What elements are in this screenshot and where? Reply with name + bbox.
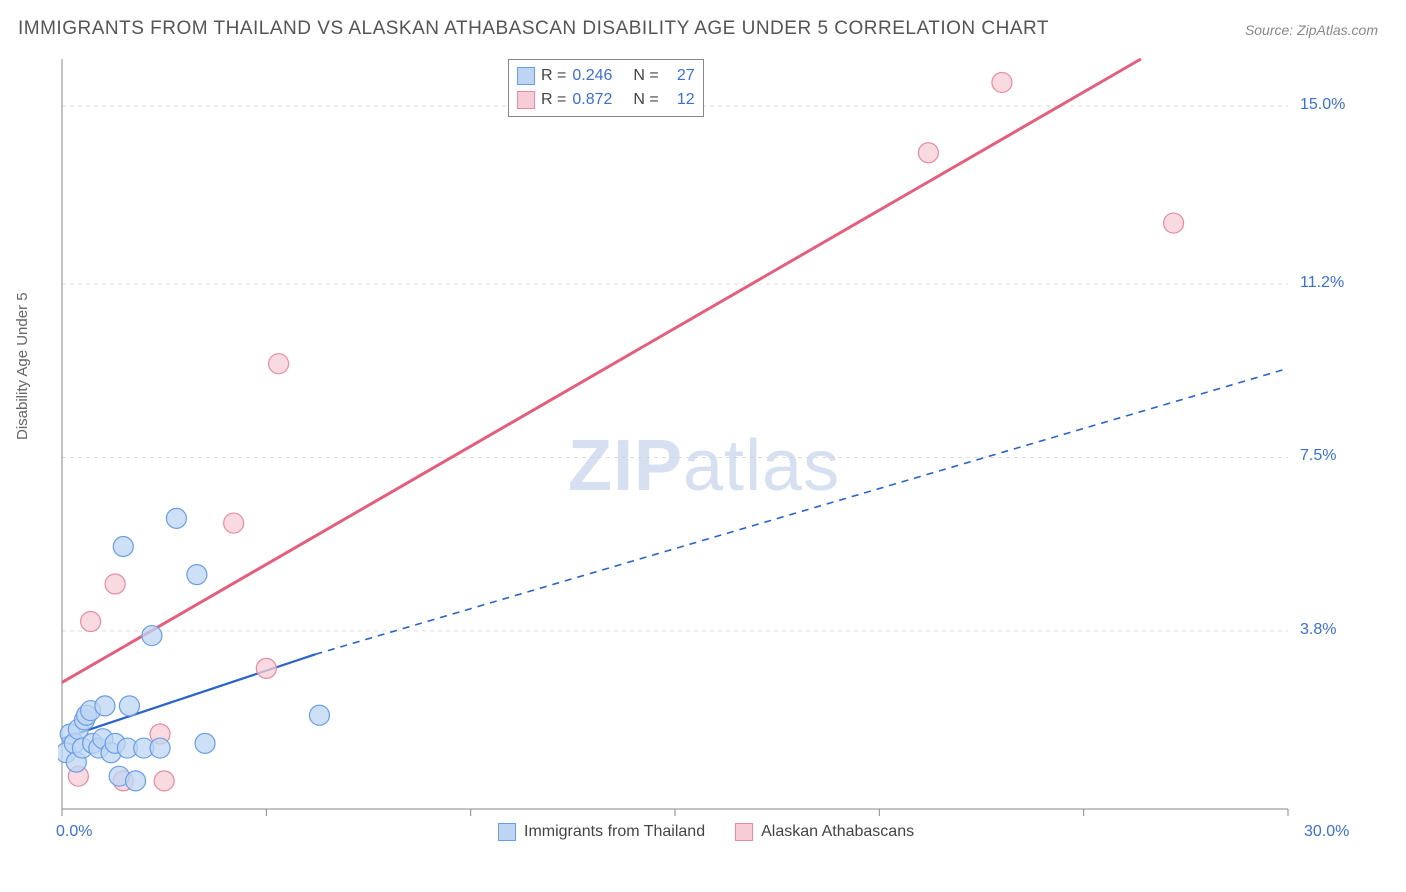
- legend-swatch: [735, 823, 753, 841]
- y-tick-label: 11.2%: [1300, 274, 1344, 292]
- legend-n-label: N =: [633, 67, 658, 85]
- legend-r-label: R =: [541, 67, 566, 85]
- legend-series-item: Immigrants from Thailand: [498, 823, 705, 841]
- y-axis-label: Disability Age Under 5: [14, 292, 31, 440]
- legend-swatch: [517, 91, 535, 109]
- x-axis-max-label: 30.0%: [1304, 823, 1349, 841]
- legend-r-label: R =: [541, 91, 566, 109]
- legend-swatch: [517, 67, 535, 85]
- legend-r-value: 0.246: [572, 67, 627, 85]
- source-attribution: Source: ZipAtlas.com: [1245, 22, 1378, 38]
- chart-title: IMMIGRANTS FROM THAILAND VS ALASKAN ATHA…: [18, 18, 1049, 40]
- y-tick-label: 15.0%: [1300, 96, 1345, 114]
- y-tick-label: 7.5%: [1300, 447, 1336, 465]
- legend-series-label: Alaskan Athabascans: [761, 823, 914, 841]
- scatter-plot: ZIPatlas R =0.246N =27R =0.872N =12 Immi…: [58, 55, 1348, 845]
- legend-series-item: Alaskan Athabascans: [735, 823, 914, 841]
- legend-stats-row: R = 0.872 N = 12: [517, 88, 695, 112]
- legend-series-label: Immigrants from Thailand: [524, 823, 705, 841]
- x-axis-min-label: 0.0%: [56, 823, 92, 841]
- chart-canvas: [58, 55, 1348, 845]
- legend-r-value: 0.872: [572, 91, 627, 109]
- legend-n-value: 12: [665, 91, 695, 109]
- legend-series: Immigrants from Thailand Alaskan Athabasc…: [498, 823, 914, 841]
- legend-n-label: N =: [633, 91, 658, 109]
- legend-n-value: 27: [665, 67, 695, 85]
- legend-stats-row: R = 0.246 N = 27: [517, 64, 695, 88]
- legend-stats: R = 0.246 N = 27 R = 0.872 N = 12: [508, 59, 704, 117]
- legend-swatch: [498, 823, 516, 841]
- y-tick-label: 3.8%: [1300, 621, 1336, 639]
